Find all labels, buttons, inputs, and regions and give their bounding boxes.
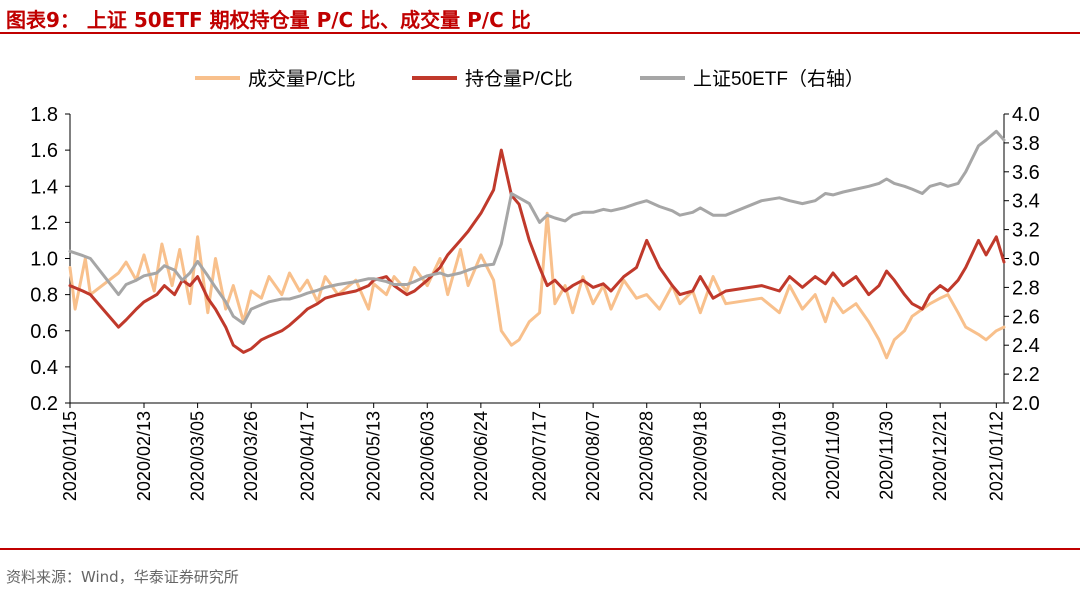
- bottom-rule: [0, 548, 1080, 550]
- y-left-tick-label: 0.2: [30, 393, 58, 415]
- x-tick-label: 2020/02/13: [134, 411, 154, 501]
- y-right-tick-label: 3.2: [1012, 220, 1040, 242]
- y-left-tick-label: 0.6: [30, 321, 58, 343]
- x-tick-label: 2020/03/05: [188, 411, 208, 501]
- x-tick-label: 2020/09/18: [690, 411, 710, 501]
- y-left-tick-label: 1.0: [30, 249, 58, 271]
- chart: 成交量P/C比 持仓量P/C比 上证50ETF（右轴） 0.2 0.4 0.6 0.8 1.…: [30, 68, 1040, 501]
- x-tick-label: 2020/03/26: [241, 411, 261, 501]
- x-tick-label: 2020/12/21: [930, 411, 950, 501]
- x-tick-label: 2020/11/09: [823, 411, 843, 500]
- y-right-tick-label: 4.0: [1012, 104, 1040, 126]
- x-tick-label: 2020/06/24: [471, 411, 491, 501]
- y-left-tick-label: 0.4: [30, 357, 58, 379]
- y-left-tick-label: 0.8: [30, 285, 58, 307]
- legend: 成交量P/C比 持仓量P/C比 上证50ETF（右轴）: [195, 68, 864, 90]
- x-tick-label: 2020/06/03: [417, 411, 437, 501]
- x-tick-label: 2020/05/13: [364, 411, 384, 501]
- series-layer: [68, 129, 1006, 360]
- y-left-tick-label: 1.8: [30, 104, 58, 126]
- x-tick-label: 2020/01/15: [60, 411, 80, 501]
- legend-label-3: 上证50ETF（右轴）: [693, 68, 864, 90]
- x-tick-label: 2020/04/17: [297, 411, 317, 501]
- y-right-tick-label: 3.0: [1012, 249, 1040, 271]
- x-tick-label: 2021/01/12: [986, 411, 1006, 501]
- x-tick-label: 2020/08/28: [637, 411, 657, 501]
- y-right-tick-label: 3.6: [1012, 162, 1040, 184]
- top-rule: [0, 32, 1080, 34]
- figure-title: 图表9： 上证 50ETF 期权持仓量 P/C 比、成交量 P/C 比: [6, 8, 531, 32]
- y-right-tick-label: 3.4: [1012, 191, 1040, 213]
- source-note: 资料来源：Wind，华泰证券研究所: [6, 568, 239, 586]
- legend-label-2: 持仓量P/C比: [465, 68, 573, 90]
- x-tick-label: 2020/10/19: [769, 411, 789, 501]
- y-right-tick-label: 3.8: [1012, 133, 1040, 155]
- y-right-tick-label: 2.8: [1012, 277, 1040, 299]
- series-line-3: [68, 129, 1006, 325]
- axes: 0.2 0.4 0.6 0.8 1.0 1.2 1.4 1.6 1.8 2.0 2.2 2.4 2.6 2…: [30, 104, 1040, 501]
- y-left-tick-label: 1.4: [30, 176, 58, 198]
- y-right-tick-label: 2.6: [1012, 306, 1040, 328]
- x-tick-label: 2020/11/30: [877, 411, 897, 500]
- y-left-tick-label: 1.6: [30, 140, 58, 162]
- legend-label-1: 成交量P/C比: [248, 68, 356, 90]
- y-right-tick-label: 2.0: [1012, 393, 1040, 415]
- y-right-tick-label: 2.2: [1012, 364, 1040, 386]
- x-tick-label: 2020/07/17: [530, 411, 550, 501]
- y-left-tick-label: 1.2: [30, 212, 58, 234]
- y-right-tick-label: 2.4: [1012, 335, 1040, 357]
- series-line-2: [68, 148, 1006, 354]
- series-line-1: [68, 211, 1006, 360]
- x-tick-label: 2020/08/07: [583, 411, 603, 501]
